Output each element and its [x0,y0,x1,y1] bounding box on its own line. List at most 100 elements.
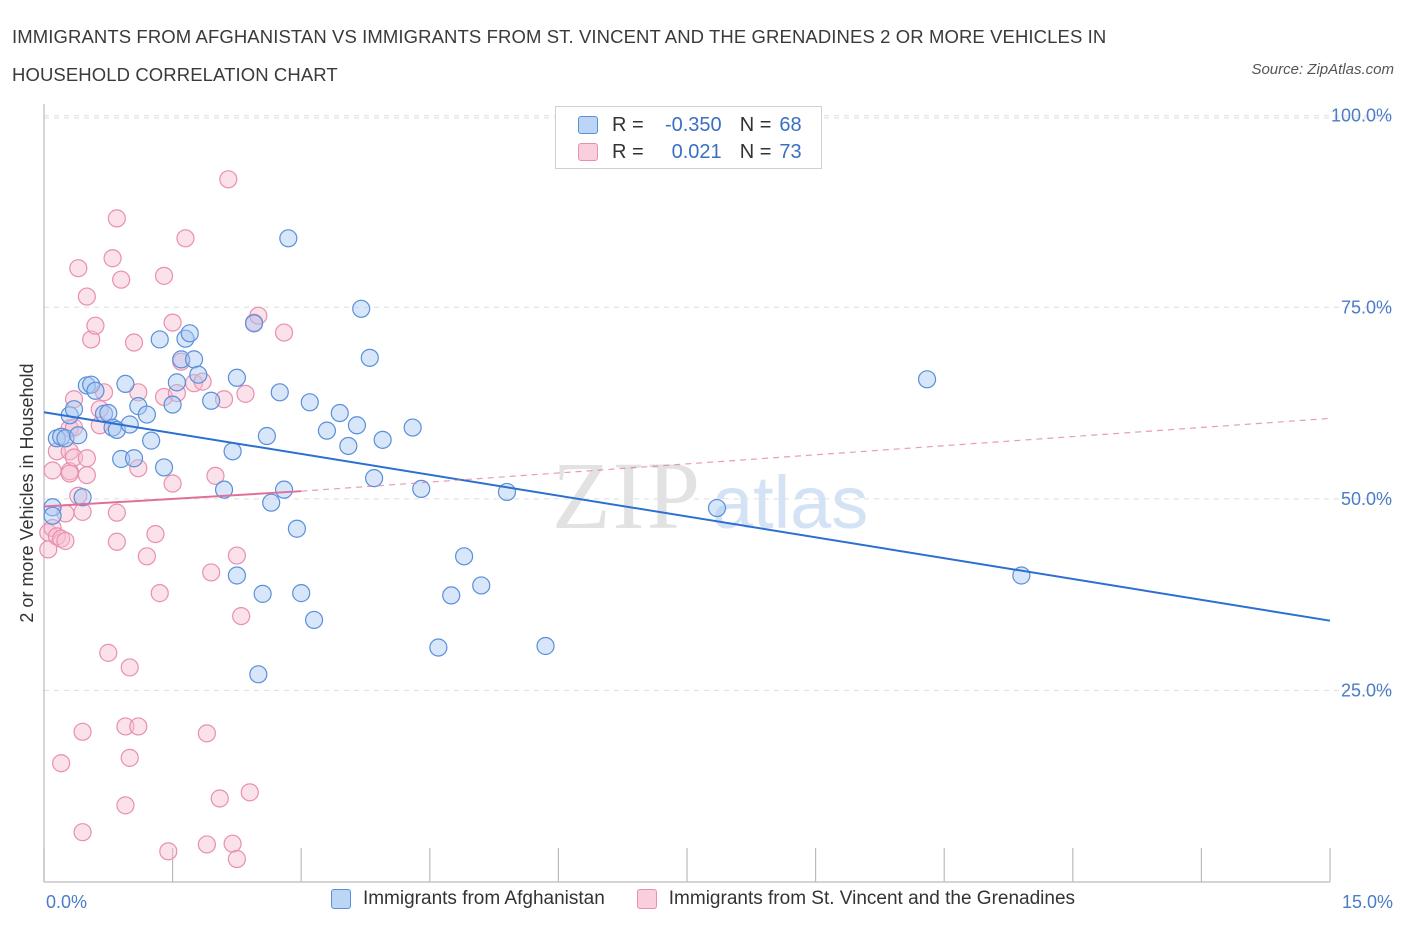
blue-point [412,479,431,498]
watermark-atlas: atlas [712,461,868,544]
pink-point [274,323,294,342]
x-tick-label: 0.0% [46,892,87,912]
legend-n-value: 73 [779,140,802,163]
pink-point [112,270,131,289]
blue-point [249,665,268,684]
pink-point [167,384,186,403]
y-tick-label: 50.0% [1341,489,1392,509]
pink-point [99,643,118,662]
legend-item-afghanistan: Immigrants from Afghanistan [330,888,605,910]
stats-legend: R = -0.350 N = 68 R = 0.021 N = 73 [555,106,822,169]
pink-series-points [39,170,294,869]
blue-point [189,365,208,384]
blue-point [279,229,298,248]
pink-point [197,835,216,854]
blue-point [227,566,246,585]
legend-row-stvincent: R = 0.021 N = 73 [578,139,802,165]
pink-point [197,724,216,743]
x-tick-label: 15.0% [1342,892,1393,912]
blue-point [99,403,118,423]
pink-point [47,442,66,461]
pink-point [120,658,139,677]
blue-point [917,370,937,389]
legend-swatch-blue [578,116,598,134]
legend-r-value: -0.350 [664,113,722,136]
blue-point [347,416,367,435]
pink-point [176,229,195,248]
pink-point [120,748,139,767]
legend-n-label: N = [739,140,772,163]
blue-point [172,350,191,369]
pink-point [146,524,165,544]
blue-point [403,418,422,437]
pink-point [107,503,126,522]
y-tick-label: 25.0% [1341,680,1392,700]
y-tick-label: 75.0% [1341,297,1392,317]
blue-point [137,405,156,424]
blue-point [142,431,161,450]
blue-point [43,506,62,525]
pink-trend-line [43,490,302,508]
legend-label-stvincent: Immigrants from St. Vincent and the Gren… [668,888,1076,909]
pink-point [73,823,92,842]
blue-point [73,488,92,507]
blue-point [154,458,174,477]
blue-point [364,469,384,488]
blue-point [330,403,349,423]
pink-point [73,722,92,741]
pink-point [137,547,156,566]
pink-point [240,783,259,802]
pink-point [69,259,88,278]
pink-point [129,383,148,402]
blue-point [180,324,199,343]
pink-point [124,333,144,352]
pink-point [56,531,75,551]
legend-r-label: R = [612,140,644,163]
blue-point [454,547,474,566]
pink-point [39,540,58,559]
pink-point [210,789,229,808]
pink-point [163,474,182,493]
pink-point [107,209,126,228]
pink-point [129,459,148,478]
trend-layer [43,411,1331,622]
source-label: Source: ZipAtlas.com [1251,61,1394,78]
blue-point [472,576,491,595]
blue-point [69,426,88,445]
legend-row-afghanistan: R = -0.350 N = 68 [578,112,802,138]
watermark: ZIP atlas [552,442,868,549]
watermark-zip: ZIP [552,442,702,549]
pink-point [227,546,246,565]
legend-swatch-pink [578,143,598,161]
pink-point [227,849,246,869]
pink-point [77,449,96,468]
blue-point [274,480,294,499]
blue-point [339,436,358,456]
blue-series-points [43,229,1031,684]
legend-label-afghanistan: Immigrants from Afghanistan [362,888,605,909]
pink-point [116,717,135,736]
blue-point [202,391,221,410]
pink-point [219,170,238,189]
blue-point [253,584,272,603]
blue-point [707,498,727,518]
blue-point [244,314,264,333]
legend-n-label: N = [739,113,772,136]
pink-point [154,266,174,285]
blue-point [163,395,182,414]
blue-point [442,586,461,605]
pink-point [60,464,79,483]
pink-point [129,717,148,736]
blue-point [116,374,135,394]
tick-layer: 100.0% 75.0% 50.0% 25.0% 0.0% 15.0% [46,106,1393,912]
pink-point [202,563,221,582]
pink-point [86,316,105,335]
blue-point [124,449,144,468]
blue-point [536,636,555,656]
pink-trend-extension [301,417,1331,492]
pink-point [43,461,62,480]
legend-n-value: 68 [779,113,802,136]
pink-point [159,842,178,861]
pink-point [82,330,101,349]
